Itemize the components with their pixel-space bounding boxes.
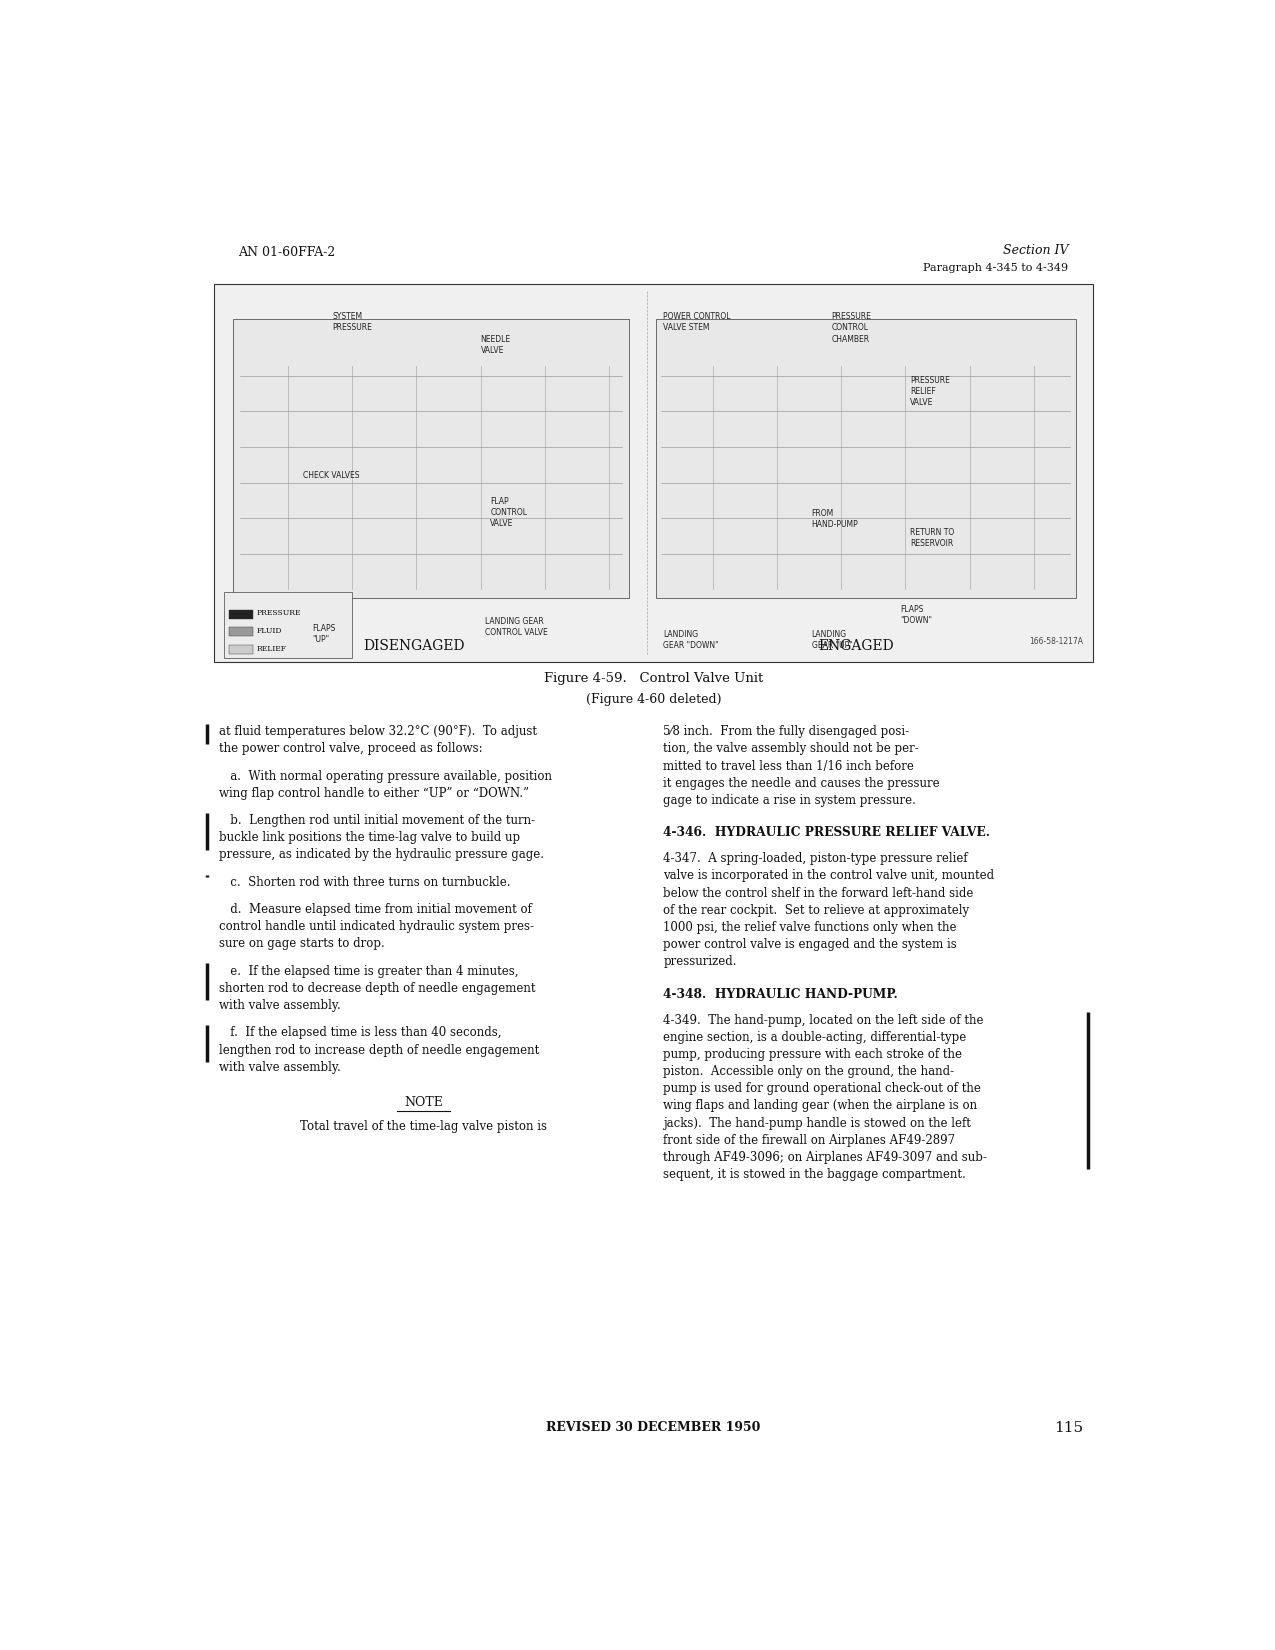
Text: tion, the valve assembly should not be per-: tion, the valve assembly should not be p… <box>663 742 919 756</box>
Text: RELIEF: RELIEF <box>256 645 286 653</box>
Bar <box>228 609 254 619</box>
Text: of the rear cockpit.  Set to relieve at approximately: of the rear cockpit. Set to relieve at a… <box>663 904 969 917</box>
Text: AN 01-60FFA-2: AN 01-60FFA-2 <box>238 246 335 259</box>
Bar <box>657 318 1076 599</box>
Text: lengthen rod to increase depth of needle engagement: lengthen rod to increase depth of needle… <box>219 1043 539 1056</box>
Text: piston.  Accessible only on the ground, the hand-: piston. Accessible only on the ground, t… <box>663 1066 955 1077</box>
Text: LANDING GEAR
CONTROL VALVE: LANDING GEAR CONTROL VALVE <box>486 617 548 637</box>
Text: FROM
HAND-PUMP: FROM HAND-PUMP <box>811 510 858 530</box>
Text: pressure, as indicated by the hydraulic pressure gage.: pressure, as indicated by the hydraulic … <box>219 848 543 861</box>
Text: RETURN TO
RESERVOIR: RETURN TO RESERVOIR <box>910 528 955 548</box>
Text: d.  Measure elapsed time from initial movement of: d. Measure elapsed time from initial mov… <box>219 903 532 916</box>
Text: 4-346.  HYDRAULIC PRESSURE RELIEF VALVE.: 4-346. HYDRAULIC PRESSURE RELIEF VALVE. <box>663 827 991 840</box>
Text: through AF49-3096; on Airplanes AF49-3097 and sub-: through AF49-3096; on Airplanes AF49-309… <box>663 1150 987 1163</box>
Text: ENGAGED: ENGAGED <box>819 639 894 653</box>
Text: below the control shelf in the forward left-hand side: below the control shelf in the forward l… <box>663 886 974 899</box>
Text: NEEDLE
VALVE: NEEDLE VALVE <box>481 335 511 355</box>
Text: Paragraph 4-345 to 4-349: Paragraph 4-345 to 4-349 <box>923 262 1068 272</box>
Text: FLAPS
"UP": FLAPS "UP" <box>312 624 335 644</box>
Text: 115: 115 <box>1054 1422 1084 1436</box>
Text: with valve assembly.: with valve assembly. <box>219 1061 340 1074</box>
Text: PRESSURE
CONTROL
CHAMBER: PRESSURE CONTROL CHAMBER <box>831 312 871 343</box>
Text: control handle until indicated hydraulic system pres-: control handle until indicated hydraulic… <box>219 921 534 934</box>
Text: b.  Lengthen rod until initial movement of the turn-: b. Lengthen rod until initial movement o… <box>219 813 534 827</box>
Text: wing flap control handle to either “UP” or “DOWN.”: wing flap control handle to either “UP” … <box>219 787 529 800</box>
Bar <box>214 284 1093 662</box>
Text: FLAPS
"DOWN": FLAPS "DOWN" <box>900 604 932 625</box>
Text: SYSTEM
PRESSURE: SYSTEM PRESSURE <box>333 312 372 332</box>
Text: 1000 psi, the relief valve functions only when the: 1000 psi, the relief valve functions onl… <box>663 921 956 934</box>
Text: power control valve is engaged and the system is: power control valve is engaged and the s… <box>663 939 958 950</box>
Text: REVISED 30 DECEMBER 1950: REVISED 30 DECEMBER 1950 <box>546 1422 761 1434</box>
Bar <box>223 592 352 658</box>
Text: 4-348.  HYDRAULIC HAND-PUMP.: 4-348. HYDRAULIC HAND-PUMP. <box>663 988 898 1000</box>
Text: POWER CONTROL
VALVE STEM: POWER CONTROL VALVE STEM <box>663 312 731 332</box>
Text: pump, producing pressure with each stroke of the: pump, producing pressure with each strok… <box>663 1048 963 1061</box>
Text: it engages the needle and causes the pressure: it engages the needle and causes the pre… <box>663 777 940 790</box>
Text: LANDING
GEAR "UP": LANDING GEAR "UP" <box>811 630 852 650</box>
Text: wing flaps and landing gear (when the airplane is on: wing flaps and landing gear (when the ai… <box>663 1099 978 1112</box>
Text: gage to indicate a rise in system pressure.: gage to indicate a rise in system pressu… <box>663 794 917 807</box>
Text: sure on gage starts to drop.: sure on gage starts to drop. <box>219 937 385 950</box>
Text: pressurized.: pressurized. <box>663 955 737 969</box>
Text: Figure 4-59.   Control Valve Unit: Figure 4-59. Control Valve Unit <box>544 672 762 685</box>
Text: FLUID: FLUID <box>256 627 282 635</box>
Text: 166-58-1217A: 166-58-1217A <box>1029 637 1084 647</box>
Text: front side of the firewall on Airplanes AF49-2897: front side of the firewall on Airplanes … <box>663 1134 955 1147</box>
Text: at fluid temperatures below 32.2°C (90°F).  To adjust: at fluid temperatures below 32.2°C (90°F… <box>219 726 537 738</box>
Text: NOTE: NOTE <box>404 1096 444 1109</box>
Text: 5⁄8 inch.  From the fully disengaged posi-: 5⁄8 inch. From the fully disengaged posi… <box>663 726 909 738</box>
Text: PRESSURE
RELIEF
VALVE: PRESSURE RELIEF VALVE <box>910 376 950 408</box>
Text: c.  Shorten rod with three turns on turnbuckle.: c. Shorten rod with three turns on turnb… <box>219 876 510 889</box>
Text: a.  With normal operating pressure available, position: a. With normal operating pressure availa… <box>219 769 552 782</box>
Text: engine section, is a double-acting, differential-type: engine section, is a double-acting, diff… <box>663 1031 966 1044</box>
Text: jacks).  The hand-pump handle is stowed on the left: jacks). The hand-pump handle is stowed o… <box>663 1117 972 1130</box>
Text: DISENGAGED: DISENGAGED <box>363 639 465 653</box>
Text: PRESSURE: PRESSURE <box>256 609 301 617</box>
Text: 4-349.  The hand-pump, located on the left side of the: 4-349. The hand-pump, located on the lef… <box>663 1013 984 1026</box>
Bar <box>233 318 629 599</box>
Text: (Figure 4-60 deleted): (Figure 4-60 deleted) <box>585 693 722 706</box>
Text: pump is used for ground operational check-out of the: pump is used for ground operational chec… <box>663 1082 982 1096</box>
Text: CHECK VALVES: CHECK VALVES <box>302 472 360 480</box>
Text: f.  If the elapsed time is less than 40 seconds,: f. If the elapsed time is less than 40 s… <box>219 1026 501 1040</box>
Text: mitted to travel less than 1/16 inch before: mitted to travel less than 1/16 inch bef… <box>663 759 914 772</box>
Text: 4-347.  A spring-loaded, piston-type pressure relief: 4-347. A spring-loaded, piston-type pres… <box>663 853 968 865</box>
Text: shorten rod to decrease depth of needle engagement: shorten rod to decrease depth of needle … <box>219 982 536 995</box>
Text: with valve assembly.: with valve assembly. <box>219 998 340 1011</box>
Text: valve is incorporated in the control valve unit, mounted: valve is incorporated in the control val… <box>663 870 994 883</box>
Text: sequent, it is stowed in the baggage compartment.: sequent, it is stowed in the baggage com… <box>663 1168 966 1181</box>
Text: e.  If the elapsed time is greater than 4 minutes,: e. If the elapsed time is greater than 4… <box>219 965 518 978</box>
Bar <box>228 645 254 653</box>
Text: the power control valve, proceed as follows:: the power control valve, proceed as foll… <box>219 742 482 756</box>
Text: buckle link positions the time-lag valve to build up: buckle link positions the time-lag valve… <box>219 832 520 845</box>
Text: Section IV: Section IV <box>1003 244 1068 257</box>
Text: LANDING
GEAR "DOWN": LANDING GEAR "DOWN" <box>663 630 719 650</box>
Text: Total travel of the time-lag valve piston is: Total travel of the time-lag valve pisto… <box>300 1120 547 1134</box>
Bar <box>228 627 254 637</box>
Text: FLAP
CONTROL
VALVE: FLAP CONTROL VALVE <box>491 497 528 528</box>
